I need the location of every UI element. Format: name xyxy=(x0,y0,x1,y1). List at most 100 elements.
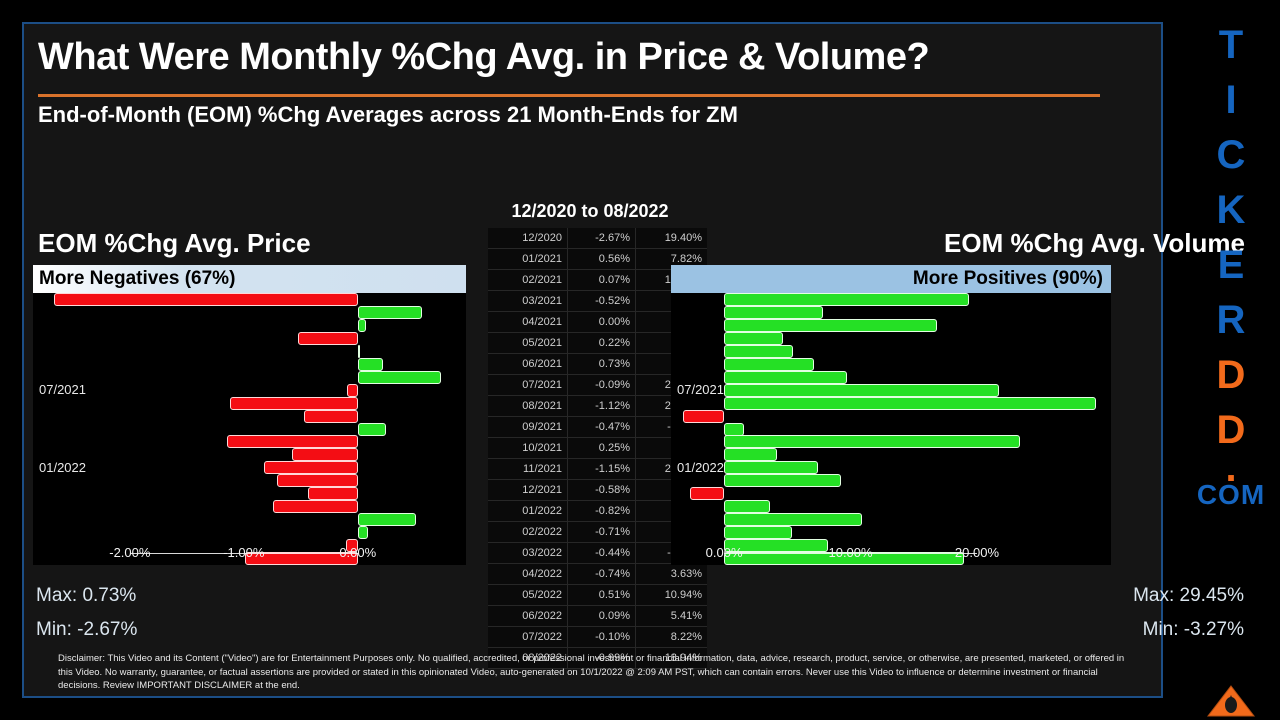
bar-04-2021 xyxy=(724,344,793,358)
bar-07-2022 xyxy=(724,539,829,553)
bar-02-2021 xyxy=(357,318,366,332)
table-row: 04/2022 -0.74% 3.63% xyxy=(488,563,707,585)
cell-price-chg: 0.56% xyxy=(567,248,636,270)
bar-05-2021 xyxy=(357,357,383,371)
table-row: 07/2022 -0.10% 8.22% xyxy=(488,626,707,648)
cell-price-chg: -0.09% xyxy=(567,374,636,396)
cell-volume-chg: 3.63% xyxy=(635,563,707,585)
bar-10-2021 xyxy=(724,422,744,436)
cell-price-chg: 0.07% xyxy=(567,269,636,291)
left-chart-min: Min: -2.67% xyxy=(36,619,138,640)
bar-07-2021 xyxy=(347,383,358,397)
bar-04-2022 xyxy=(724,500,770,514)
right-chart-min: Min: -3.27% xyxy=(1142,619,1244,640)
cell-price-chg: 0.00% xyxy=(567,311,636,333)
bar-06-2021 xyxy=(724,370,848,384)
cell-price-chg: -0.47% xyxy=(567,416,636,438)
bar-03-2022 xyxy=(689,487,725,501)
y-axis-label-01-2022: 01/2022 xyxy=(39,459,86,475)
bar-12-2021 xyxy=(724,448,778,462)
bar-04-2021 xyxy=(357,344,360,358)
cell-month: 04/2021 xyxy=(488,311,568,333)
cell-price-chg: -0.99% xyxy=(567,647,636,669)
bar-04-2022 xyxy=(273,500,358,514)
cell-price-chg: -0.52% xyxy=(567,290,636,312)
bar-12-2021 xyxy=(291,448,358,462)
bar-07-2022 xyxy=(346,539,358,553)
x-tick-1: 10.00% xyxy=(828,545,873,560)
cell-month: 06/2021 xyxy=(488,353,568,375)
left-chart-plot: 07/2021 01/2022 -2.00% -1.00% 0.00% xyxy=(33,293,466,565)
bar-08-2021 xyxy=(724,396,1097,410)
table-row: 12/2020 -2.67% 19.40% xyxy=(488,228,707,249)
bar-03-2021 xyxy=(724,331,783,345)
table-row: 08/2021-1.12%29.45% xyxy=(488,395,707,417)
bar-05-2021 xyxy=(724,357,814,371)
cell-price-chg: -0.82% xyxy=(567,500,636,522)
y-axis-label-07-2021: 07/2021 xyxy=(39,382,86,398)
bar-01-2022 xyxy=(264,461,358,475)
x-tick-2: 20.00% xyxy=(954,545,1000,560)
page-subtitle: End-of-Month (EOM) %Chg Averages across … xyxy=(38,102,738,127)
table-title: 12/2020 to 08/2022 xyxy=(511,201,669,221)
y-axis-label-07-2021: 07/2021 xyxy=(677,382,724,398)
cell-volume-chg: 7.82% xyxy=(635,248,707,270)
table-row: 08/2022 -0.99% 18.94% xyxy=(488,647,707,669)
cell-volume-chg: 10.94% xyxy=(635,584,707,606)
cell-month: 10/2021 xyxy=(488,437,568,459)
cell-price-chg: -2.67% xyxy=(567,228,636,249)
x-tick-0: -2.00% xyxy=(109,545,151,560)
x-tick-1: -1.00% xyxy=(223,545,265,560)
x-tick-2: 0.00% xyxy=(339,545,377,560)
cell-price-chg: -0.10% xyxy=(567,626,636,648)
disclaimer-text: Disclaimer: This Video and its Content (… xyxy=(58,653,1125,691)
cell-price-chg: -0.74% xyxy=(567,563,636,585)
left-chart-band-label: More Negatives (67%) xyxy=(33,265,466,293)
cell-month: 08/2021 xyxy=(488,395,568,417)
cell-month: 11/2021 xyxy=(488,458,568,480)
bar-06-2022 xyxy=(357,526,368,540)
right-chart-plot: 07/2021 01/2022 0.00% 10.00% 20.00% xyxy=(671,293,1111,565)
bar-11-2021 xyxy=(724,435,1021,449)
cell-month: 05/2022 xyxy=(488,584,568,606)
table-row: 06/2022 0.09% 5.41% xyxy=(488,605,707,627)
bar-09-2021 xyxy=(304,409,358,423)
cell-month: 05/2021 xyxy=(488,332,568,354)
x-tick-0: 0.00% xyxy=(705,545,743,560)
cell-month: 06/2022 xyxy=(488,605,568,627)
right-chart-max: Max: 29.45% xyxy=(1133,585,1244,606)
cell-month: 12/2020 xyxy=(488,228,568,249)
cell-month: 08/2022 xyxy=(488,647,568,669)
eom-data-table: 12/2020 -2.67% 19.40% 01/2021 0.56% 7.82% 02/2… xyxy=(488,228,707,669)
cell-volume-chg: 18.94% xyxy=(635,647,707,669)
bar-02-2022 xyxy=(724,474,842,488)
bar-03-2021 xyxy=(298,331,358,345)
bar-02-2022 xyxy=(276,474,358,488)
cell-price-chg: 0.25% xyxy=(567,437,636,459)
cell-price-chg: -0.58% xyxy=(567,479,636,501)
bar-08-2022 xyxy=(724,552,964,565)
table-row: 05/2022 0.51% 10.94% xyxy=(488,584,707,606)
x-axis-line xyxy=(129,553,358,554)
warning-triangle-icon xyxy=(1206,685,1256,717)
cell-month: 09/2021 xyxy=(488,416,568,438)
brand-part-com: COM xyxy=(1196,479,1266,510)
right-chart-title: EOM %Chg Avg. Volume xyxy=(944,228,1245,258)
bar-09-2021 xyxy=(682,409,725,423)
bar-10-2021 xyxy=(357,422,387,436)
left-chart-title: EOM %Chg Avg. Price xyxy=(38,228,311,258)
bar-02-2021 xyxy=(724,318,937,332)
cell-volume-chg: 5.41% xyxy=(635,605,707,627)
cell-month: 02/2022 xyxy=(488,521,568,543)
cell-price-chg: 0.73% xyxy=(567,353,636,375)
cell-month: 12/2021 xyxy=(488,479,568,501)
table-body: 12/2020 -2.67% 19.40% 01/2021 0.56% 7.82% 02/2… xyxy=(488,228,707,669)
bar-07-2021 xyxy=(724,383,999,397)
cell-price-chg: 0.51% xyxy=(567,584,636,606)
bar-01-2021 xyxy=(724,305,823,319)
bar-01-2021 xyxy=(357,305,422,319)
